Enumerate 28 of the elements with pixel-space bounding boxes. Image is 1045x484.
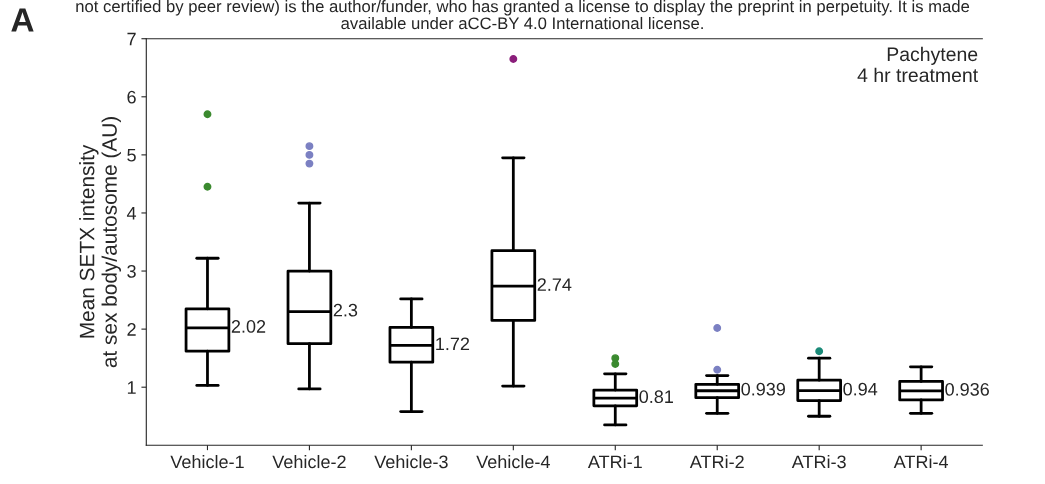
y-axis-title: Mean SETX intensity at sex body/autosome (AU) xyxy=(79,117,121,368)
x-tick-label: ATRi-2 xyxy=(689,455,744,469)
y-tick-label: 4 xyxy=(126,207,137,220)
y-tick-label: 3 xyxy=(127,264,136,278)
x-tick-label: Vehicle-3 xyxy=(374,455,448,469)
text: 2.3 xyxy=(333,303,358,317)
x-tick-label: ATRi-3 xyxy=(791,455,846,469)
text: 2.74 xyxy=(537,278,572,291)
text: 0.939 xyxy=(741,382,785,396)
text: available under aCC-BY 4.0 International license. xyxy=(341,16,703,30)
text: not certified by peer review) is the author/funder, who has granted a license to display the preprint in perpetuity. It is made xyxy=(76,0,970,16)
x-tick-label: Vehicle-4 xyxy=(476,455,550,469)
text: 2.02 xyxy=(231,320,266,333)
y-tick-label: 1 xyxy=(127,381,136,394)
x-tick-label: Vehicle-1 xyxy=(170,455,244,469)
y-tick-label: 5 xyxy=(127,149,136,162)
x-tick-label: ATRi-4 xyxy=(893,455,949,469)
text: 0.94 xyxy=(843,382,878,396)
y-tick-label: 7 xyxy=(127,32,136,46)
text: 0.936 xyxy=(945,382,989,396)
x-tick-label: ATRi-1 xyxy=(587,455,642,469)
text: 1.72 xyxy=(436,337,470,351)
y-tick-label: 2 xyxy=(127,323,136,336)
text: A xyxy=(11,8,34,32)
y-tick-label: 6 xyxy=(127,90,136,104)
annotation: Pachytene 4 hr treatment xyxy=(857,46,978,83)
x-tick-label: Vehicle-2 xyxy=(272,455,346,469)
text: 0.81 xyxy=(639,390,673,404)
